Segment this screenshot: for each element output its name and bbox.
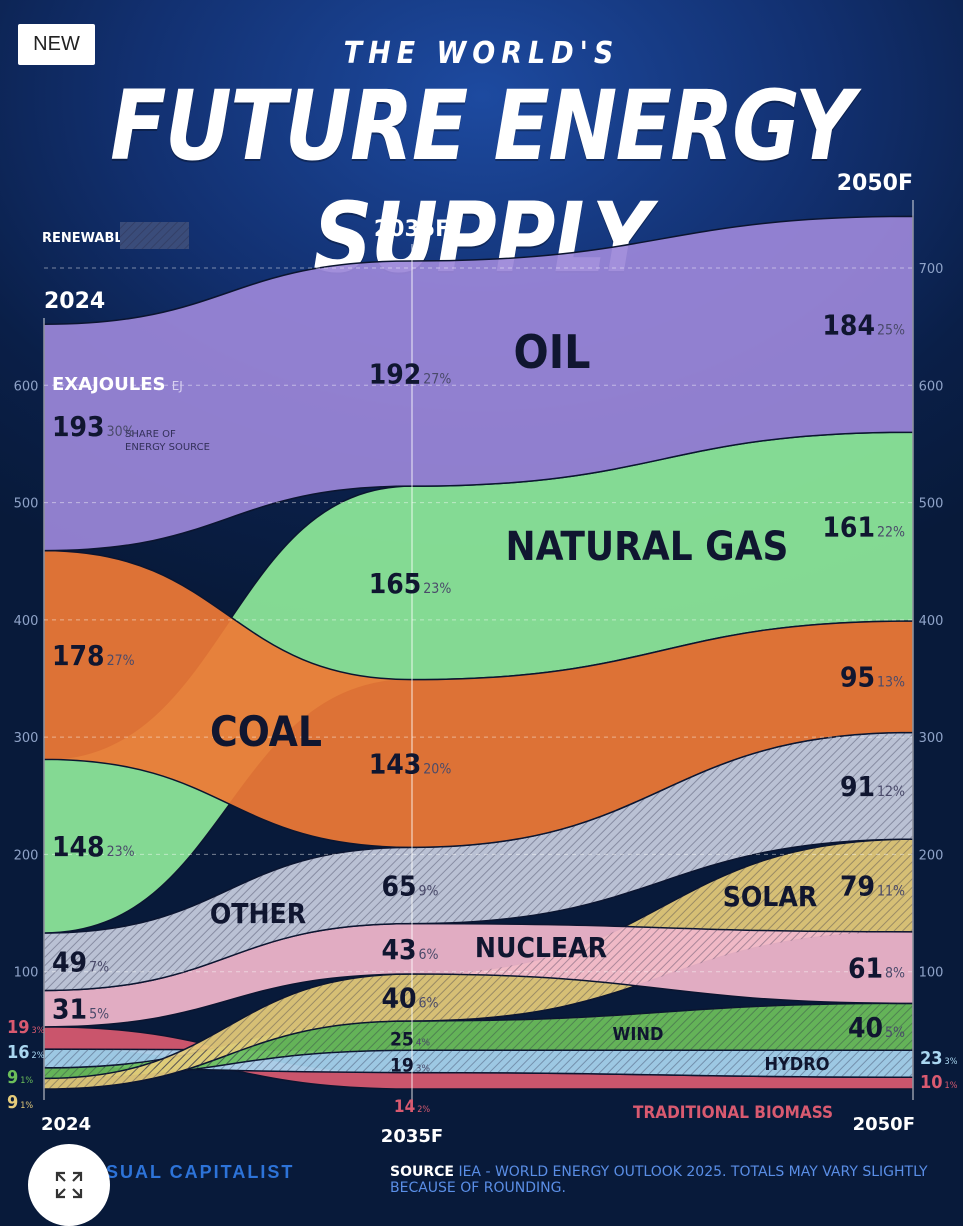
series-name-oil: OIL [514, 325, 591, 379]
y-tick-label-right: 300 [919, 731, 944, 746]
y-tick-label-left: 300 [14, 731, 39, 746]
value-label-hydro-hydro-2024: 16 2% [7, 1042, 45, 1063]
x-label-2024-bottom: 2024 [41, 1114, 91, 1135]
expand-icon [55, 1171, 83, 1199]
y-tick-label-right: 600 [919, 379, 944, 394]
y-tick-label-right: 200 [919, 848, 944, 863]
legend-renewables-label: RENEWABLES [42, 231, 141, 246]
source-label: SOURCE [390, 1164, 454, 1180]
source-text: IEA - WORLD ENERGY OUTLOOK 2025. TOTALS … [390, 1164, 928, 1196]
series-name-natural-gas: NATURAL GAS [506, 524, 789, 570]
value-label-solar-solar-2024: 9 1% [7, 1092, 33, 1113]
y-tick-label-right: 100 [919, 966, 944, 981]
legend-renewables-hatch [120, 222, 189, 249]
value-label-coal-2024: 178 27% [52, 639, 135, 672]
x-label-2035-top: 2035F [374, 217, 450, 242]
value-label-natural_gas-2035f: 165 23% [369, 567, 452, 600]
value-label-oil-2050f: 184 25% [822, 308, 905, 341]
series-name-solar: SOLAR [723, 880, 818, 913]
x-label-2024-top: 2024 [44, 289, 105, 314]
value-label-traditional_biomass-traditional-biomass-2024: 19 3% [7, 1017, 45, 1038]
value-label-wind-2050f: 40 5% [848, 1011, 905, 1044]
series-name-traditional-biomass: TRADITIONAL BIOMASS [633, 1103, 833, 1123]
renewable-hatch-wind [44, 1003, 913, 1079]
y-tick-label-left: 200 [14, 848, 39, 863]
y-tick-label-right: 500 [919, 497, 944, 512]
unit-abbr: EJ [172, 379, 183, 393]
y-tick-label-left: 500 [14, 497, 39, 512]
y-tick-label-left: 100 [14, 966, 39, 981]
brand-logo-text: SUAL CAPITALIST [106, 1162, 295, 1182]
series-name-nuclear: NUCLEAR [475, 931, 607, 964]
source-note: SOURCE IEA - WORLD ENERGY OUTLOOK 2025. … [390, 1164, 963, 1196]
y-tick-label-right: 400 [919, 614, 944, 629]
x-label-2035-bottom: 2035F [381, 1126, 443, 1147]
value-label-coal-2050f: 95 13% [840, 661, 905, 694]
x-label-2050-top: 2050F [837, 171, 913, 196]
series-name-wind: WIND [613, 1024, 664, 1045]
x-label-2050-bottom: 2050F [853, 1114, 915, 1135]
series-name-hydro: HYDRO [765, 1054, 830, 1075]
expand-button[interactable] [28, 1144, 110, 1226]
series-name-coal: COAL [210, 707, 322, 756]
y-tick-label-right: 700 [919, 262, 944, 277]
unit-label: EXAJOULES EJ [52, 374, 183, 395]
series-name-other: OTHER [210, 897, 306, 930]
value-label-traditional_biomass-2035: 14 2% [394, 1097, 430, 1117]
y-tick-label-left: 400 [14, 614, 39, 629]
value-label-hydro-2050: 23 3% [920, 1048, 958, 1069]
value-label-traditional_biomass-2050: 10 1% [920, 1072, 958, 1093]
title-line1: THE WORLD'S [343, 36, 620, 71]
value-label-solar-2035f: 40 6% [381, 982, 438, 1015]
renewable-hatch-solar [44, 839, 913, 1089]
share-note-line2: ENERGY SOURCE [125, 442, 210, 453]
new-badge[interactable]: NEW [18, 24, 95, 65]
value-label-wind-wind-2024: 9 1% [7, 1067, 33, 1088]
share-note-line1: SHARE OF [125, 429, 176, 440]
renewable-hatch-other [44, 732, 913, 991]
y-tick-label-left: 600 [14, 379, 39, 394]
